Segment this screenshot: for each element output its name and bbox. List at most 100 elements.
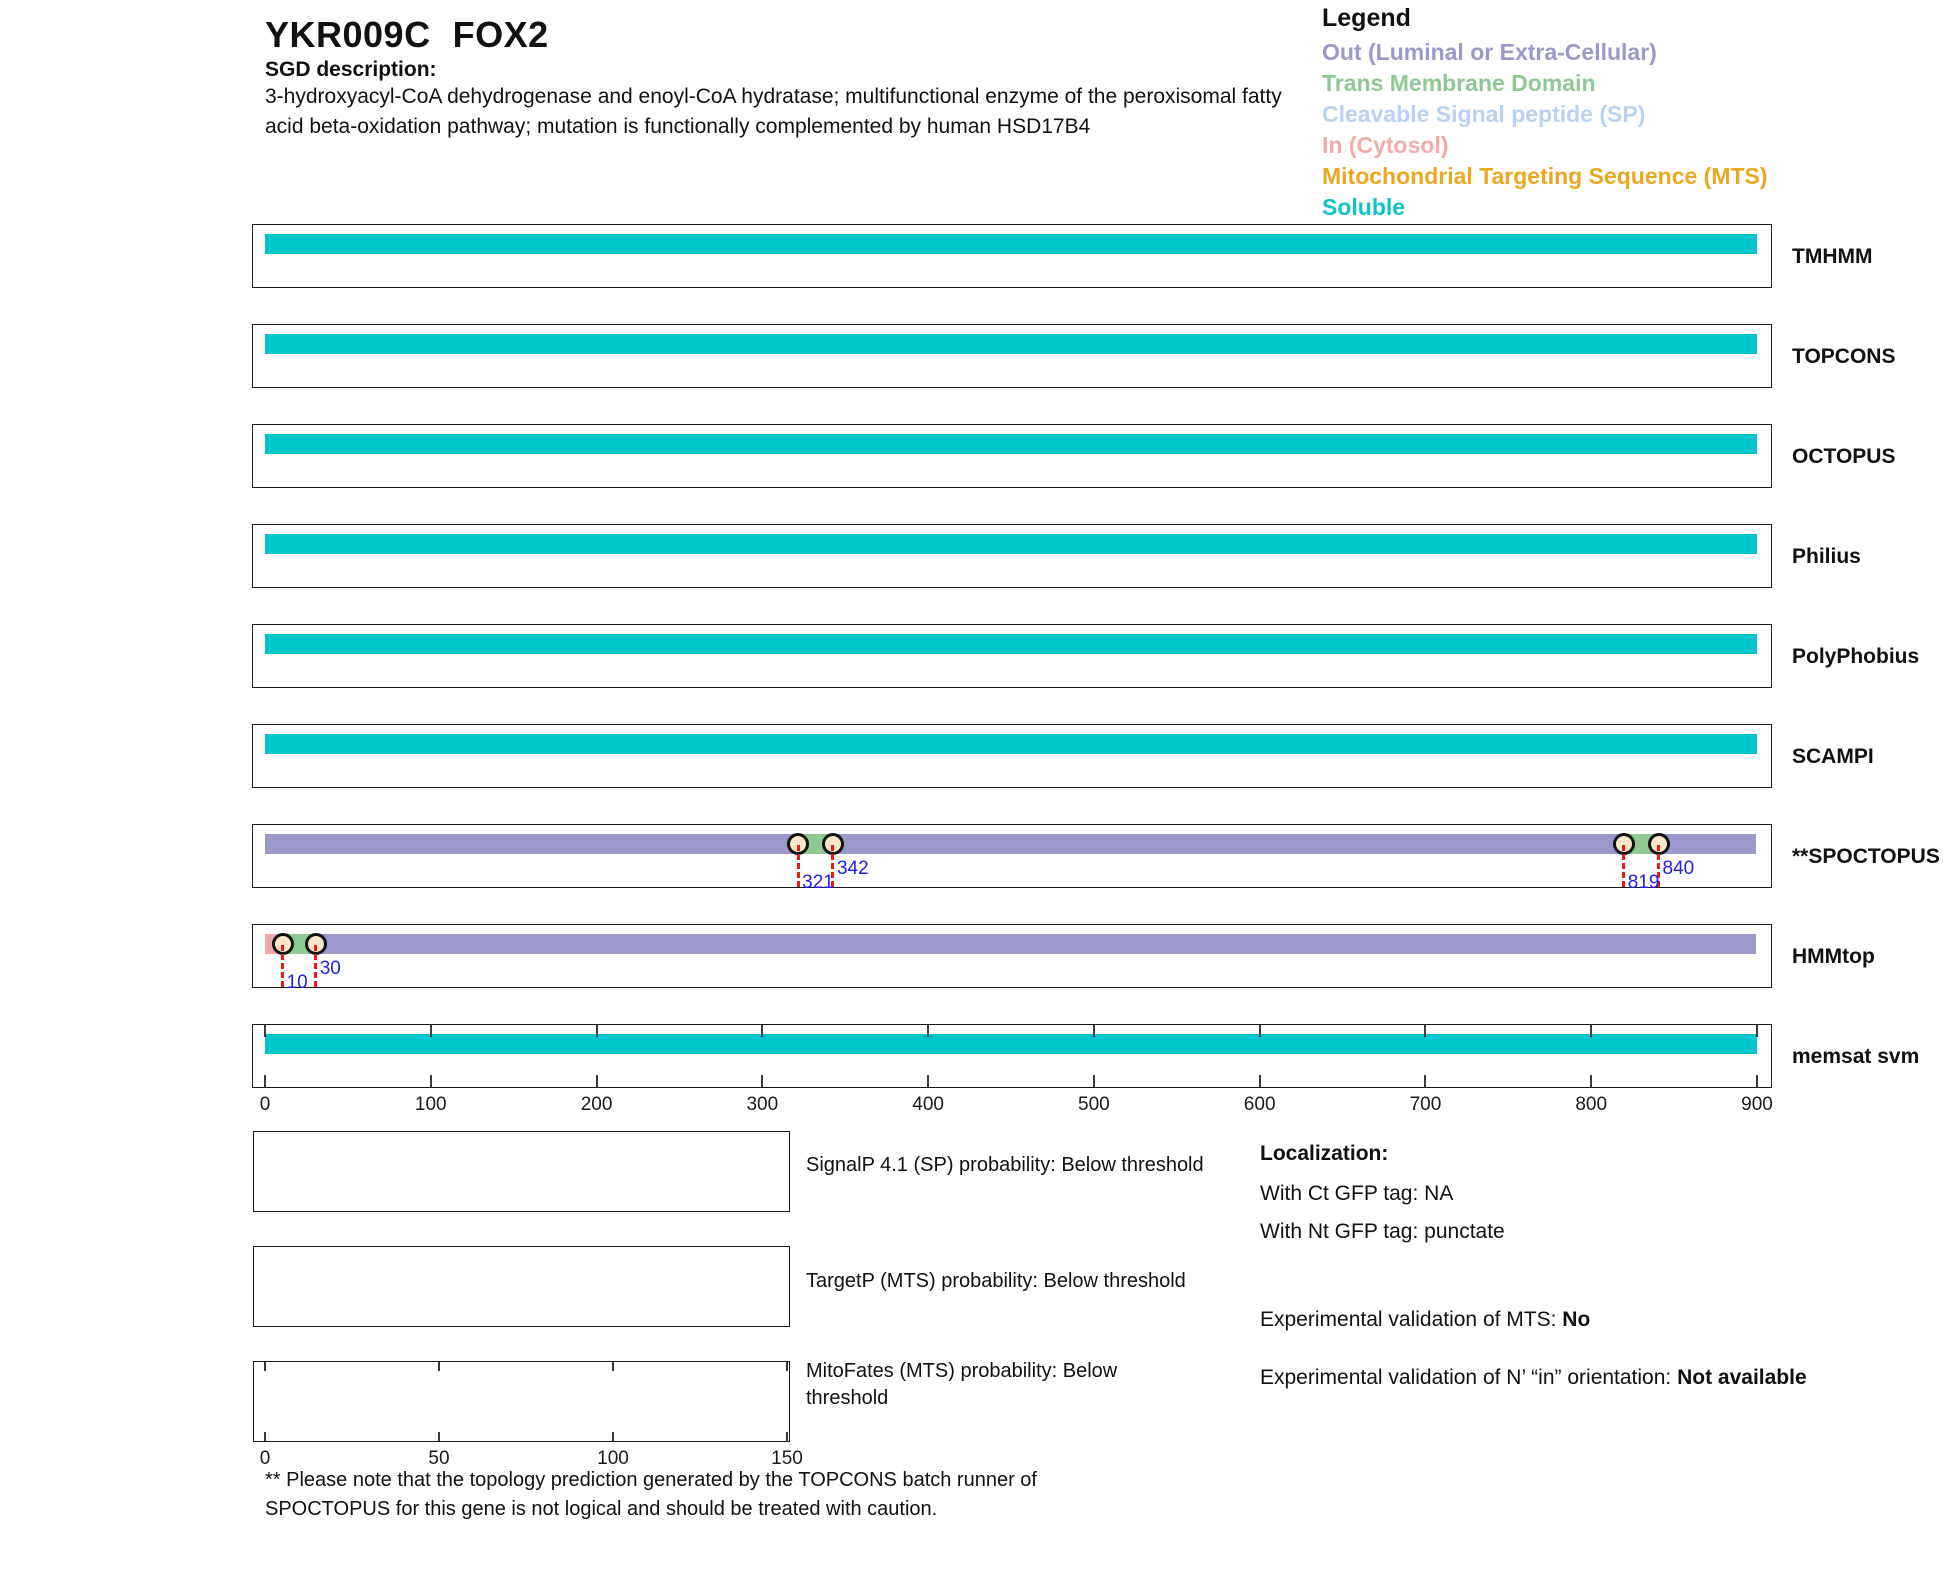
axis-tick	[1756, 1075, 1758, 1087]
axis-tick	[1424, 1075, 1427, 1087]
axis-tick	[438, 1432, 440, 1441]
axis-tick	[786, 1432, 788, 1441]
probability-plot-label-2: MitoFates (MTS) probability: Below thres…	[806, 1360, 1118, 1409]
segment-out	[264, 834, 797, 854]
axis-tick	[1756, 1025, 1758, 1037]
boundary-position-label: 342	[836, 858, 869, 879]
probability-axis-label: 50	[428, 1448, 450, 1469]
residue-axis-label: 900	[1741, 1094, 1773, 1115]
legend-item-out: Out (Luminal or Extra-Cellular)	[1322, 39, 1657, 65]
track-label-topcons: TOPCONS	[1792, 345, 1896, 368]
probability-axis-label: 150	[771, 1448, 803, 1469]
segment-soluble	[264, 334, 1757, 354]
segment-soluble	[264, 234, 1757, 254]
spoctopus-caution-footnote: ** Please note that the topology predict…	[265, 1469, 1037, 1520]
probability-plot-label-1: TargetP (MTS) probability: Below thresho…	[806, 1270, 1186, 1292]
mts-validation: Experimental validation of MTS: No	[1260, 1304, 1590, 1336]
track-box-hmmtop: 10 30	[252, 924, 1772, 992]
segment-soluble	[264, 734, 1757, 754]
axis-tick	[612, 1362, 614, 1371]
axis-tick	[595, 1075, 598, 1087]
track-box-memsat-svm	[252, 1024, 1772, 1088]
axis-tick	[429, 1075, 432, 1087]
axis-tick	[429, 1025, 432, 1037]
residue-axis-label: 600	[1243, 1094, 1276, 1115]
track-label-polyphobius: PolyPhobius	[1792, 645, 1920, 668]
residue-axis-label: 0	[259, 1094, 271, 1115]
track-label-spoctopus: **SPOCTOPUS	[1792, 845, 1940, 868]
track-box-scampi	[252, 724, 1772, 788]
probability-plot-label-0: SignalP 4.1 (SP) probability: Below thre…	[806, 1154, 1204, 1176]
probability-plot-box-0	[253, 1131, 790, 1212]
legend-item-mts: Mitochondrial Targeting Sequence (MTS)	[1322, 163, 1768, 189]
axis-tick	[264, 1025, 266, 1037]
boundary-dashed-line	[796, 845, 800, 887]
track-label-scampi: SCAMPI	[1792, 745, 1874, 768]
residue-axis-label: 800	[1575, 1094, 1608, 1115]
legend-item-tm: Trans Membrane Domain	[1322, 70, 1596, 96]
track-box-spoctopus: 321 342 819 840	[252, 824, 1772, 892]
axis-tick	[927, 1075, 930, 1087]
axis-tick	[612, 1432, 614, 1441]
probability-plot-box-2	[253, 1361, 790, 1442]
legend-title: Legend	[1322, 4, 1411, 32]
boundary-dashed-line	[1622, 845, 1626, 887]
probability-plot-box-1	[253, 1246, 790, 1327]
track-box-philius	[252, 524, 1772, 588]
boundary-position-label: 30	[319, 958, 341, 979]
boundary-position-label: 819	[1627, 872, 1660, 893]
residue-axis-label: 500	[1078, 1094, 1110, 1115]
segment-out	[314, 934, 1757, 954]
orientation-validation: Experimental validation of N’ “in” orien…	[1260, 1362, 1825, 1394]
legend: Out (Luminal or Extra-Cellular) Trans Mem…	[1322, 37, 1768, 223]
orientation-validation-label: Experimental validation of N’ “in” orien…	[1260, 1366, 1678, 1389]
localization-nt-gfp: With Nt GFP tag: punctate	[1260, 1220, 1505, 1243]
orientation-validation-value: Not available	[1677, 1366, 1807, 1389]
residue-axis-label: 700	[1409, 1094, 1442, 1115]
track-label-tmhmm: TMHMM	[1792, 245, 1873, 268]
residue-axis-label: 200	[580, 1094, 613, 1115]
boundary-dashed-line	[314, 945, 318, 987]
track-label-philius: Philius	[1792, 545, 1861, 568]
track-box-polyphobius	[252, 624, 1772, 688]
axis-tick	[1258, 1075, 1261, 1087]
residue-axis-label: 400	[912, 1094, 944, 1115]
probability-axis-label: 0	[259, 1448, 271, 1469]
segment-soluble	[264, 634, 1757, 654]
axis-tick	[1092, 1025, 1095, 1037]
track-label-memsat-svm: memsat svm	[1792, 1045, 1920, 1068]
track-box-octopus	[252, 424, 1772, 488]
localization-heading: Localization:	[1260, 1142, 1389, 1165]
boundary-dashed-line	[831, 845, 835, 887]
axis-tick	[786, 1362, 788, 1371]
segment-soluble	[264, 1034, 1757, 1054]
localization-ct-gfp: With Ct GFP tag: NA	[1260, 1182, 1454, 1205]
gene-standard-name: FOX2	[452, 14, 549, 55]
boundary-position-label: 10	[286, 972, 308, 993]
boundary-position-label: 321	[802, 872, 834, 893]
legend-item-in: In (Cytosol)	[1322, 132, 1449, 158]
axis-tick	[438, 1362, 440, 1371]
gene-systematic-name: YKR009C	[265, 14, 431, 55]
axis-tick	[1424, 1025, 1427, 1037]
residue-axis-label: 300	[746, 1094, 779, 1115]
legend-item-soluble: Soluble	[1322, 194, 1406, 220]
probability-axis-label: 100	[597, 1448, 629, 1469]
axis-tick	[595, 1025, 598, 1037]
residue-axis-label: 100	[414, 1094, 447, 1115]
axis-tick	[761, 1075, 764, 1087]
track-box-tmhmm	[252, 224, 1772, 288]
axis-tick	[264, 1432, 266, 1441]
segment-soluble	[264, 534, 1757, 554]
mts-validation-label: Experimental validation of MTS:	[1260, 1308, 1563, 1331]
boundary-dashed-line	[1657, 845, 1661, 887]
boundary-dashed-line	[281, 945, 285, 987]
segment-soluble	[264, 434, 1757, 454]
axis-tick	[1258, 1025, 1261, 1037]
track-label-hmmtop: HMMtop	[1792, 945, 1875, 968]
legend-item-sp: Cleavable Signal peptide (SP)	[1322, 101, 1646, 127]
axis-tick	[264, 1075, 266, 1087]
axis-tick	[1590, 1025, 1593, 1037]
segment-out	[831, 834, 1623, 854]
